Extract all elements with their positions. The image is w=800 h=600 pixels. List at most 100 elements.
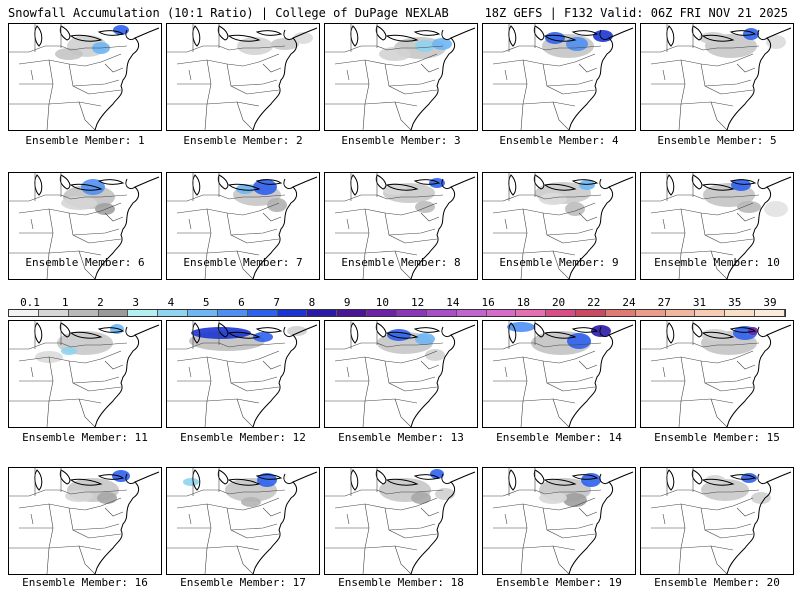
state-boundary [334,59,418,67]
lake-outline [508,469,517,491]
state-boundary [230,79,278,87]
coastline [568,326,614,427]
state-boundary [9,194,61,202]
state-boundary [206,59,212,105]
state-boundary [230,228,278,236]
ensemble-panel-12 [166,320,320,428]
snowfall-area [764,201,788,217]
coastline [410,29,456,130]
coastline [450,324,476,336]
lake-outline [375,469,387,485]
state-boundary [364,503,370,549]
snowfall-area [565,202,585,216]
snowfall-map [641,173,792,279]
state-boundary [388,376,436,384]
lake-outline [385,34,419,42]
ensemble-member-label: Ensemble Member: 1 [25,134,145,147]
ensemble-member-label: Ensemble Member: 10 [654,256,780,269]
state-boundary [100,194,128,198]
lake-outline [571,30,599,36]
colorbar-tick-label: 12 [410,296,425,309]
state-boundary [88,386,122,392]
lake-outline [413,474,441,480]
coastline [450,27,476,39]
state-boundary [504,513,508,525]
lake-outline [227,183,261,191]
snowfall-area [415,333,435,345]
ensemble-panel-8 [324,172,478,280]
lake-outline [255,30,283,36]
ensemble-panel-16 [8,467,162,575]
state-boundary [384,63,406,95]
state-boundary [534,342,575,348]
snowfall-area [563,493,587,507]
state-boundary [522,59,528,105]
snowfall-area [253,179,277,195]
state-boundary [483,545,576,551]
snowfall-area [741,473,757,483]
state-boundary [362,400,366,427]
snowfall-map [9,321,160,427]
header-title: Snowfall Accumulation (10:1 Ratio) | Col… [8,6,449,20]
coastline [410,178,456,279]
state-boundary [9,342,61,350]
colorbar-tick-label: 31 [692,296,707,309]
state-boundary [562,89,596,95]
state-boundary [236,101,254,130]
state-boundary [376,489,417,495]
snowfall-area [293,32,313,44]
state-boundary [346,69,350,81]
state-boundary [416,53,438,63]
state-boundary [230,523,278,531]
state-boundary [262,212,282,222]
lake-outline [413,327,441,333]
snowfall-map [167,173,318,279]
state-boundary [9,489,61,497]
state-boundary [534,194,575,200]
state-boundary [542,507,564,539]
state-boundary [325,545,418,551]
state-boundary [542,63,564,95]
colorbar-tick-label: 35 [728,296,742,309]
state-boundary [364,208,370,254]
ensemble-member-label: Ensemble Member: 2 [183,134,303,147]
state-boundary [88,238,122,244]
state-boundary [700,212,722,244]
lake-outline [350,469,359,491]
state-boundary [578,63,598,73]
snowfall-area [253,332,273,342]
state-boundary [258,350,280,360]
state-boundary [9,101,102,107]
state-boundary [325,250,418,256]
lake-outline [227,34,261,42]
colorbar-swatch [486,310,517,316]
lake-outline [59,469,71,485]
colorbar-swatch [396,310,427,316]
state-boundary [204,547,208,574]
state-boundary [483,101,576,107]
state-boundary [534,489,575,495]
ensemble-member-label: Ensemble Member: 13 [338,431,464,444]
snowfall-area [61,196,97,210]
state-boundary [258,194,286,198]
state-boundary [167,545,260,551]
coastline [252,29,298,130]
state-boundary [176,208,260,216]
colorbar-swatch [635,310,666,316]
coastline [94,29,140,130]
lake-outline [701,478,735,486]
state-boundary [72,228,120,236]
state-boundary [364,59,370,105]
state-boundary [420,360,440,370]
state-boundary [188,69,192,81]
state-boundary [492,59,576,67]
state-boundary [678,400,682,427]
state-boundary [100,350,122,360]
snowfall-map [483,173,634,279]
state-boundary [236,250,254,279]
lake-outline [217,469,229,485]
colorbar-swatch [516,310,547,316]
state-boundary [420,212,440,222]
coastline [726,473,772,574]
state-boundary [678,103,682,130]
